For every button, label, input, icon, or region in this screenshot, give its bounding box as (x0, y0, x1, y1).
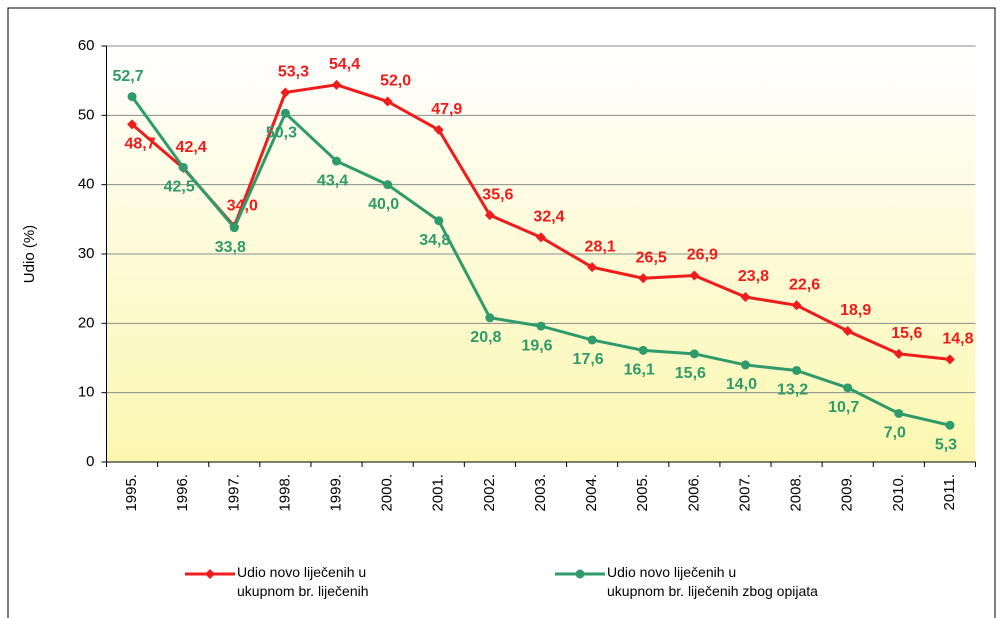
marker (638, 345, 648, 355)
data-label: 35,6 (482, 186, 513, 203)
marker (792, 365, 802, 375)
marker (536, 232, 546, 243)
data-label: 26,5 (636, 249, 667, 266)
data-label: 43,4 (317, 172, 348, 189)
marker (587, 262, 598, 273)
marker (178, 162, 188, 172)
marker (638, 273, 649, 284)
data-label: 42,5 (164, 179, 195, 196)
marker (127, 92, 137, 102)
marker (434, 216, 444, 226)
data-label: 13,2 (777, 382, 808, 399)
marker (484, 210, 495, 221)
marker (332, 156, 342, 166)
x-tick-label: 1997. (225, 474, 242, 512)
x-tick-label: 2005. (634, 474, 651, 512)
y-axis-label: Udio (%) (21, 225, 38, 283)
x-tick-label: 2001. (430, 474, 447, 512)
x-tick-label: 2006. (685, 474, 702, 512)
legend-label: Udio novo liječenih u ukupnom br. liječe… (237, 564, 369, 599)
data-label: 5,3 (935, 436, 957, 453)
data-label: 50,3 (266, 124, 297, 141)
data-label: 54,4 (329, 56, 360, 73)
x-tick-label: 2011. (941, 474, 958, 510)
data-label: 18,9 (840, 302, 871, 319)
marker (485, 313, 495, 323)
marker (689, 349, 699, 359)
marker (280, 108, 290, 118)
data-label: 7,0 (884, 425, 906, 442)
marker (740, 291, 751, 302)
marker (280, 87, 291, 98)
marker (587, 335, 597, 345)
frame (7, 7, 996, 618)
marker (740, 360, 750, 370)
marker (945, 420, 955, 430)
marker (536, 321, 546, 331)
marker (331, 79, 342, 90)
data-label: 14,0 (726, 376, 757, 393)
data-label: 17,6 (573, 351, 604, 368)
y-tick-label: 20 (78, 314, 95, 331)
marker (791, 300, 802, 311)
marker (689, 270, 700, 281)
data-label: 15,6 (891, 325, 922, 342)
data-label: 32,4 (533, 209, 564, 226)
x-tick-label: 2008. (788, 474, 805, 512)
y-tick-label: 30 (78, 245, 95, 262)
marker (843, 383, 853, 393)
x-tick-label: 2003. (532, 474, 549, 512)
x-tick-label: 2004. (583, 474, 600, 512)
marker (127, 119, 138, 130)
data-label: 26,9 (687, 247, 718, 264)
data-label: 19,6 (521, 337, 552, 354)
data-label: 48,7 (124, 136, 155, 153)
marker (433, 124, 444, 135)
y-tick-label: 0 (86, 453, 94, 470)
data-label: 23,8 (738, 268, 769, 285)
data-label: 42,4 (176, 139, 207, 156)
data-label: 10,7 (828, 399, 859, 416)
x-tick-label: 2000. (379, 474, 396, 512)
x-tick-label: 2002. (481, 474, 498, 512)
y-tick-label: 40 (78, 176, 95, 193)
data-label: 47,9 (431, 101, 462, 118)
y-tick-label: 50 (78, 106, 95, 123)
data-label: 14,8 (942, 331, 973, 348)
data-label: 53,3 (278, 64, 309, 81)
marker (842, 325, 853, 336)
data-label: 22,6 (789, 277, 820, 294)
x-tick-label: 1999. (327, 474, 344, 512)
x-tick-label: 1998. (276, 474, 293, 512)
marker (229, 223, 239, 233)
x-tick-label: 1996. (174, 474, 191, 512)
marker (383, 180, 393, 190)
marker (575, 569, 585, 579)
x-tick-label: 1995. (123, 474, 140, 512)
data-label: 34,8 (419, 232, 450, 249)
marker (382, 96, 393, 107)
data-label: 16,1 (624, 362, 655, 379)
marker (893, 348, 904, 359)
data-label: 52,7 (112, 68, 143, 85)
data-label: 33,8 (215, 239, 246, 256)
y-tick-label: 10 (78, 384, 95, 401)
legend-label: Udio novo liječenih u ukupnom br. liječe… (607, 564, 818, 599)
x-tick-label: 2010. (890, 474, 907, 512)
marker (205, 569, 215, 579)
data-label: 52,0 (380, 73, 411, 90)
data-label: 40,0 (368, 196, 399, 213)
marker (944, 354, 955, 365)
marker (894, 408, 904, 418)
data-label: 20,8 (470, 329, 501, 346)
data-label: 28,1 (585, 238, 616, 255)
y-tick-label: 60 (78, 37, 95, 54)
x-tick-label: 2007. (736, 474, 753, 512)
data-label: 15,6 (675, 365, 706, 382)
x-tick-label: 2009. (839, 474, 856, 512)
